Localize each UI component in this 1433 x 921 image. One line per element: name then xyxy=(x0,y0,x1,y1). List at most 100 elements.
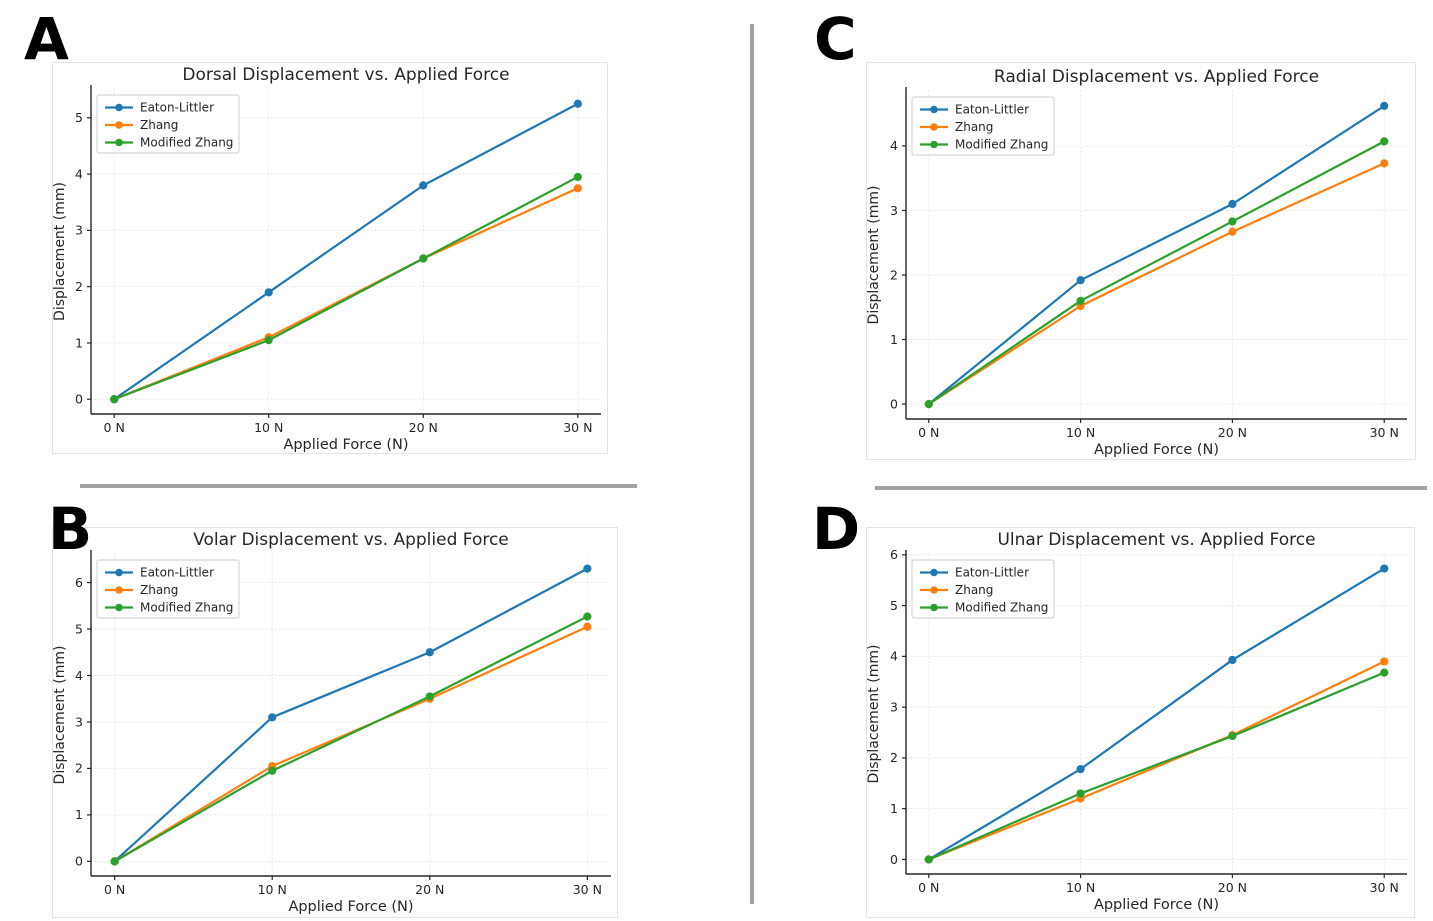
svg-text:1: 1 xyxy=(75,807,83,822)
legend-label-modified-zhang: Modified Zhang xyxy=(955,601,1048,615)
data-point-modified-zhang xyxy=(583,612,592,621)
svg-text:20 N: 20 N xyxy=(415,882,444,897)
svg-text:10 N: 10 N xyxy=(254,420,283,435)
legend-marker-modified-zhang xyxy=(115,603,123,612)
panel-label-c: C xyxy=(814,5,857,73)
data-point-modified-zhang xyxy=(1076,296,1085,305)
legend: Eaton-Littler Zhang Modified Zhang xyxy=(911,96,1055,156)
y-tick-labels: 0 1 2 3 4 xyxy=(890,138,906,411)
chart-panel-ulnar: 0 1 2 3 4 5 6 0 N 10 N 20 N 30 N Ulnar Displacement… xyxy=(866,527,1415,918)
series-line-eaton-littler xyxy=(113,567,588,863)
svg-text:3: 3 xyxy=(75,223,83,238)
data-point-eaton-littler xyxy=(1076,276,1085,285)
svg-text:5: 5 xyxy=(75,621,83,636)
chart-title: Radial Displacement vs. Applied Force xyxy=(994,67,1319,87)
legend-marker-modified-zhang xyxy=(115,138,123,147)
x-tick-labels: 0 N 10 N 20 N 30 N xyxy=(918,874,1399,895)
legend: Eaton-Littler Zhang Modified Zhang xyxy=(96,559,240,619)
chart-svg-volar-displacement-vs-applied-force: 0 1 2 3 4 5 6 0 N 10 N 20 N 30 N Volar Displacement… xyxy=(52,530,612,915)
x-axis-label: Applied Force (N) xyxy=(283,437,408,453)
legend: Eaton-Littler Zhang Modified Zhang xyxy=(96,94,240,154)
legend-label-modified-zhang: Modified Zhang xyxy=(140,601,233,615)
svg-text:0: 0 xyxy=(75,392,83,407)
legend-box xyxy=(911,96,1055,156)
svg-text:0 N: 0 N xyxy=(104,882,125,897)
svg-text:10 N: 10 N xyxy=(1066,425,1095,440)
series-line-zhang xyxy=(928,162,1385,406)
legend-marker-eaton-littler xyxy=(115,103,123,112)
x-tick-labels: 0 N 10 N 20 N 30 N xyxy=(104,876,602,897)
legend: Eaton-Littler Zhang Modified Zhang xyxy=(911,559,1055,619)
data-point-eaton-littler xyxy=(1228,655,1237,665)
legend-label-modified-zhang: Modified Zhang xyxy=(955,138,1048,152)
legend-box xyxy=(96,94,240,154)
series-zhang xyxy=(924,657,1389,864)
legend-marker-eaton-littler xyxy=(115,568,123,577)
legend-marker-zhang xyxy=(930,123,938,131)
y-tick-labels: 0 1 2 3 4 5 6 xyxy=(890,547,906,867)
svg-text:2: 2 xyxy=(890,750,898,765)
data-point-modified-zhang xyxy=(110,857,119,866)
data-point-modified-zhang xyxy=(1228,217,1237,226)
data-point-modified-zhang xyxy=(1380,668,1389,677)
y-axis-label: Displacement (mm) xyxy=(53,182,68,321)
svg-text:1: 1 xyxy=(890,801,898,816)
data-point-eaton-littler xyxy=(268,713,277,722)
legend-marker-zhang xyxy=(930,586,938,594)
legend-marker-eaton-littler xyxy=(930,105,938,114)
divider-vertical xyxy=(750,24,754,904)
y-tick-labels: 0 1 2 3 4 5 xyxy=(75,110,91,407)
data-point-modified-zhang xyxy=(110,395,119,404)
svg-text:20 N: 20 N xyxy=(1218,425,1247,440)
svg-text:10 N: 10 N xyxy=(1066,880,1095,895)
legend-label-eaton-littler: Eaton-Littler xyxy=(140,101,214,115)
series-line-modified-zhang xyxy=(928,140,1385,406)
data-point-zhang xyxy=(583,622,592,631)
svg-text:30 N: 30 N xyxy=(1370,880,1399,895)
series-line-modified-zhang xyxy=(113,175,579,401)
svg-text:5: 5 xyxy=(75,110,83,125)
y-axis-label: Displacement (mm) xyxy=(867,645,882,784)
data-point-modified-zhang xyxy=(268,766,277,775)
svg-text:6: 6 xyxy=(890,547,898,562)
svg-text:1: 1 xyxy=(75,335,83,350)
data-point-zhang xyxy=(573,184,582,193)
data-point-modified-zhang xyxy=(1380,137,1389,146)
x-axis-label: Applied Force (N) xyxy=(1094,897,1219,913)
panel-label-a: A xyxy=(24,5,69,73)
svg-text:0: 0 xyxy=(75,854,83,869)
legend-label-eaton-littler: Eaton-Littler xyxy=(140,566,214,580)
data-point-zhang xyxy=(1228,227,1237,236)
series-eaton-littler xyxy=(110,564,592,866)
svg-text:0 N: 0 N xyxy=(104,420,125,435)
chart-panel-volar: 0 1 2 3 4 5 6 0 N 10 N 20 N 30 N Volar Displacement… xyxy=(52,527,618,918)
series-zhang xyxy=(924,159,1389,409)
data-point-eaton-littler xyxy=(1076,764,1085,774)
series-line-eaton-littler xyxy=(928,104,1385,405)
data-point-eaton-littler xyxy=(425,648,434,657)
chart-title: Dorsal Displacement vs. Applied Force xyxy=(182,65,509,85)
series-line-modified-zhang xyxy=(114,615,588,863)
series-modified-zhang xyxy=(924,137,1389,409)
legend-label-zhang: Zhang xyxy=(955,583,993,597)
panel-label-d: D xyxy=(812,495,860,563)
data-point-modified-zhang xyxy=(573,172,582,182)
legend-label-eaton-littler: Eaton-Littler xyxy=(955,566,1029,580)
series-modified-zhang xyxy=(110,612,592,866)
data-point-modified-zhang xyxy=(924,855,933,864)
data-point-modified-zhang xyxy=(924,399,933,409)
divider-horizontal-left xyxy=(80,484,637,488)
svg-text:30 N: 30 N xyxy=(1370,425,1399,440)
panel-label-b: B xyxy=(48,495,92,563)
data-point-modified-zhang xyxy=(1076,789,1085,798)
chart-svg-dorsal-displacement-vs-applied-force: 0 1 2 3 4 5 0 N 10 N 20 N 30 N Dorsal Displacement… xyxy=(52,65,602,453)
data-point-zhang xyxy=(1380,657,1389,666)
chart-panel-radial: 0 1 2 3 4 0 N 10 N 20 N 30 N Radial Displacement … xyxy=(866,62,1416,460)
series-modified-zhang xyxy=(110,172,582,404)
x-axis-label: Applied Force (N) xyxy=(1094,442,1219,458)
legend-label-zhang: Zhang xyxy=(140,583,178,597)
x-tick-labels: 0 N 10 N 20 N 30 N xyxy=(918,419,1399,440)
legend-label-zhang: Zhang xyxy=(140,118,178,132)
data-point-eaton-littler xyxy=(1380,564,1389,573)
